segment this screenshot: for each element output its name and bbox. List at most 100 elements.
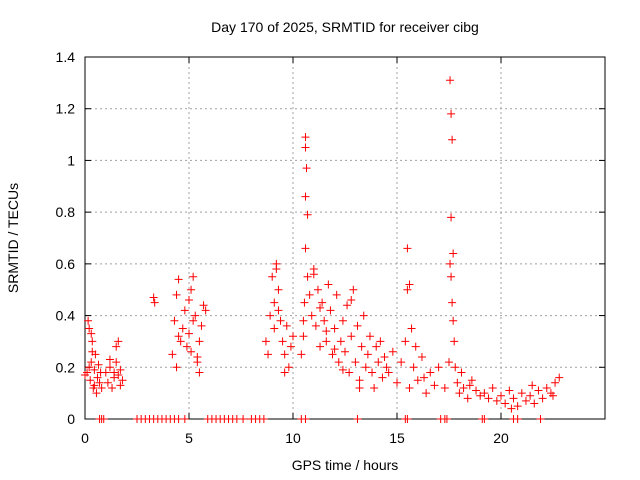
data-point bbox=[505, 386, 514, 395]
data-point bbox=[110, 368, 119, 377]
data-point bbox=[521, 396, 530, 405]
data-point bbox=[311, 321, 320, 330]
data-point bbox=[201, 306, 210, 315]
data-point bbox=[403, 285, 412, 294]
y-tick-label: 0.2 bbox=[56, 359, 76, 375]
data-point bbox=[274, 285, 283, 294]
data-point bbox=[393, 378, 401, 387]
data-point bbox=[472, 386, 481, 395]
data-point bbox=[384, 368, 393, 377]
data-point bbox=[88, 337, 97, 346]
data-point bbox=[150, 298, 159, 307]
data-point bbox=[276, 316, 285, 325]
data-point bbox=[97, 383, 106, 392]
data-point bbox=[185, 296, 193, 305]
data-point bbox=[530, 399, 539, 408]
data-point bbox=[497, 391, 505, 400]
data-point bbox=[282, 321, 291, 330]
data-point bbox=[355, 383, 364, 392]
data-point bbox=[301, 143, 310, 152]
data-point bbox=[484, 394, 493, 403]
data-point bbox=[83, 368, 92, 377]
data-point bbox=[149, 293, 158, 302]
marker-layer bbox=[81, 76, 564, 423]
data-point bbox=[417, 352, 426, 361]
x-tick-label: 10 bbox=[285, 430, 301, 446]
data-point bbox=[351, 358, 360, 367]
data-point bbox=[300, 298, 309, 307]
data-point bbox=[542, 383, 551, 392]
data-point bbox=[372, 342, 381, 351]
data-point bbox=[449, 316, 458, 325]
data-point bbox=[114, 371, 123, 380]
data-point bbox=[174, 332, 183, 341]
data-point bbox=[426, 368, 435, 377]
data-point bbox=[403, 415, 412, 423]
data-point bbox=[289, 332, 297, 341]
data-point bbox=[480, 389, 489, 398]
data-point bbox=[538, 394, 547, 403]
data-point bbox=[90, 381, 99, 390]
data-point bbox=[99, 415, 108, 423]
data-point bbox=[457, 368, 466, 377]
data-point bbox=[199, 301, 208, 310]
data-point bbox=[324, 280, 333, 289]
data-point bbox=[445, 358, 453, 367]
data-point bbox=[447, 272, 456, 281]
data-point bbox=[365, 332, 374, 341]
data-point bbox=[463, 394, 472, 403]
data-point bbox=[388, 347, 397, 356]
data-point bbox=[299, 332, 308, 341]
data-point bbox=[87, 329, 96, 338]
data-point bbox=[430, 381, 439, 390]
data-point bbox=[357, 342, 366, 351]
data-point bbox=[261, 337, 270, 346]
data-point bbox=[343, 301, 352, 310]
data-point bbox=[480, 415, 489, 423]
data-point bbox=[301, 192, 310, 201]
data-point bbox=[374, 358, 383, 367]
data-point bbox=[449, 249, 458, 258]
data-point bbox=[332, 290, 341, 299]
data-point bbox=[420, 373, 429, 382]
data-point bbox=[280, 350, 289, 359]
data-point bbox=[274, 306, 283, 315]
data-point bbox=[455, 389, 464, 398]
data-point bbox=[302, 164, 311, 173]
data-point bbox=[326, 306, 335, 315]
data-point bbox=[88, 347, 97, 356]
data-point bbox=[407, 324, 416, 333]
data-point bbox=[92, 389, 101, 398]
data-point bbox=[345, 368, 354, 377]
data-point bbox=[513, 415, 522, 423]
data-point bbox=[330, 345, 339, 354]
y-tick-label: 0.8 bbox=[56, 204, 76, 220]
data-point bbox=[492, 396, 501, 405]
data-point bbox=[187, 347, 196, 356]
data-point bbox=[172, 363, 181, 372]
data-point bbox=[450, 337, 459, 346]
data-point bbox=[459, 383, 468, 392]
data-point bbox=[376, 337, 385, 346]
x-tick-label: 20 bbox=[493, 430, 509, 446]
data-point bbox=[84, 316, 93, 325]
data-point bbox=[93, 373, 102, 382]
y-tick-label: 1.4 bbox=[56, 49, 76, 65]
data-point bbox=[86, 376, 95, 385]
data-point bbox=[409, 363, 418, 372]
data-point bbox=[286, 342, 295, 351]
data-point bbox=[551, 378, 560, 387]
data-point bbox=[197, 321, 206, 330]
data-point bbox=[297, 350, 306, 359]
data-point bbox=[338, 316, 347, 325]
data-point bbox=[322, 337, 331, 346]
data-point bbox=[239, 415, 248, 423]
data-point bbox=[355, 376, 364, 385]
data-point bbox=[316, 342, 325, 351]
data-point bbox=[90, 365, 99, 374]
data-point bbox=[270, 324, 279, 333]
data-point bbox=[448, 135, 457, 144]
data-point bbox=[488, 383, 497, 392]
data-point bbox=[185, 329, 193, 338]
